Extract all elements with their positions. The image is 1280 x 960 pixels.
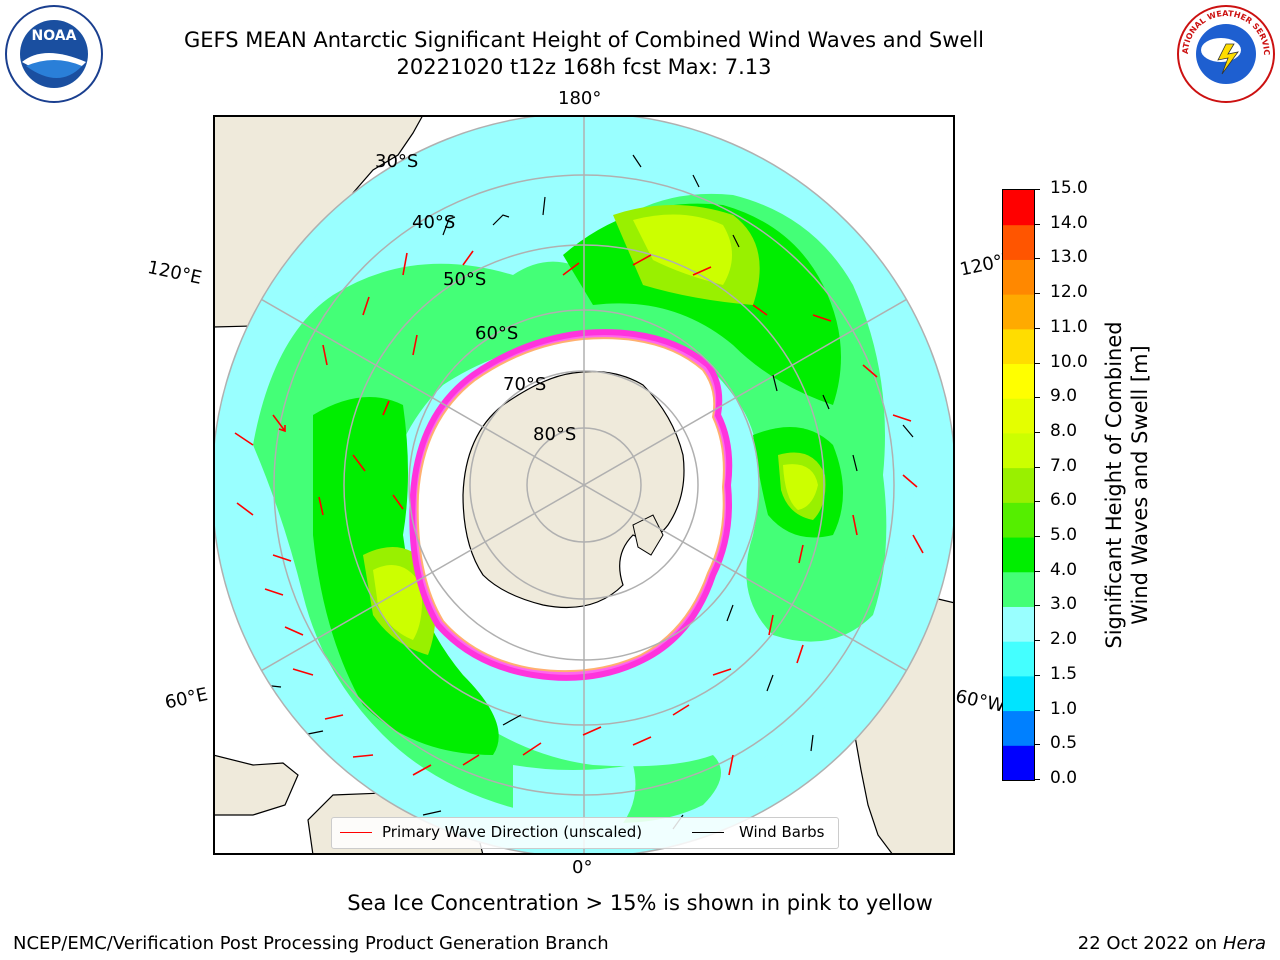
colorbar-tick-mark	[1034, 258, 1040, 260]
colorbar-block	[1003, 467, 1034, 503]
colorbar-tick-label: 10.0	[1050, 351, 1088, 372]
lat-label-30s: 30°S	[375, 151, 419, 172]
colorbar-tick-label: 11.0	[1050, 316, 1088, 337]
colorbar-tick-mark	[1034, 605, 1040, 607]
colorbar-block	[1003, 641, 1034, 677]
colorbar-block	[1003, 571, 1034, 607]
lon-label-120e: 120°E	[145, 257, 204, 289]
colorbar-tick-label: 1.0	[1050, 698, 1078, 719]
colorbar-tick-label: 5.0	[1050, 525, 1078, 546]
polar-map: 30°S 40°S 50°S 60°S 70°S 80°S Primary Wa…	[213, 115, 955, 855]
noaa-logo: NOAA	[4, 4, 104, 104]
colorbar-tick-label: 4.0	[1050, 559, 1078, 580]
lat-label-40s: 40°S	[412, 212, 456, 233]
date-stamp: 22 Oct 2022 on Hera	[1078, 933, 1266, 954]
colorbar-block	[1003, 606, 1034, 642]
colorbar-tick-label: 1.5	[1050, 663, 1078, 684]
colorbar-tick-label: 13.0	[1050, 247, 1088, 268]
colorbar-block	[1003, 398, 1034, 434]
colorbar-block	[1003, 675, 1034, 712]
lon-label-60w: 60°W	[953, 686, 1007, 717]
lat-label-70s: 70°S	[503, 374, 547, 395]
colorbar-tick-label: 2.0	[1050, 629, 1078, 650]
colorbar-block	[1003, 745, 1034, 781]
colorbar-tick-label: 9.0	[1050, 386, 1078, 407]
colorbar-tick-label: 0.0	[1050, 768, 1078, 788]
map-title: GEFS MEAN Antarctic Significant Height o…	[183, 28, 985, 52]
colorbar-tick-mark	[1034, 293, 1040, 295]
noaa-logo-text: NOAA	[32, 28, 77, 44]
map-frame	[213, 115, 955, 855]
legend-wave-swatch	[340, 832, 372, 833]
colorbar-tick-label: 12.0	[1050, 282, 1088, 303]
colorbar-ticks: 0.0 0.5 1.0 1.5 2.0 3.0 4.0 5.0 6.0 7.0 8.0 9.0 10.0…	[1034, 178, 1094, 788]
colorbar-block	[1003, 224, 1034, 260]
lat-label-60s: 60°S	[475, 323, 519, 344]
nws-logo: NATIONAL WEATHER SERVICE	[1173, 0, 1276, 104]
colorbar-tick-mark	[1034, 327, 1040, 329]
machine-name: Hera	[1222, 933, 1266, 954]
antarctica	[409, 329, 733, 681]
colorbar-tick-label: 3.0	[1050, 594, 1078, 615]
colorbar-tick-label: 15.0	[1050, 178, 1088, 198]
colorbar-tick-mark	[1034, 397, 1040, 399]
graticule	[213, 115, 955, 855]
colorbar-tick-label: 0.5	[1050, 733, 1078, 754]
legend-wind-swatch	[692, 832, 724, 833]
colorbar-tick-mark	[1034, 536, 1040, 538]
colorbar-block	[1003, 294, 1034, 330]
credit-text: NCEP/EMC/Verification Post Processing Pr…	[13, 933, 609, 954]
colorbar-block	[1003, 259, 1034, 295]
map-subtitle: 20221020 t12z 168h fcst Max: 7.13	[396, 55, 772, 79]
colorbar-tick-mark	[1034, 362, 1040, 364]
lon-label-0: 0°	[572, 857, 593, 878]
colorbar-tick-label: 6.0	[1050, 490, 1078, 511]
date-text: 22 Oct 2022 on	[1077, 933, 1218, 954]
lat-label-50s: 50°S	[443, 269, 487, 290]
colorbar-tick-mark	[1034, 223, 1040, 225]
colorbar-tick-mark	[1034, 570, 1040, 572]
wind-barbs	[262, 154, 914, 830]
colorbar-tick-mark	[1034, 466, 1040, 468]
colorbar-tick-mark	[1034, 640, 1040, 642]
lon-label-180: 180°	[558, 88, 602, 109]
colorbar-tick-mark	[1034, 709, 1040, 711]
map-legend: Primary Wave Direction (unscaled) Wind B…	[331, 817, 839, 849]
colorbar-block	[1003, 502, 1034, 538]
colorbar-tick-label: 7.0	[1050, 455, 1078, 476]
wave-direction-arrows	[234, 250, 924, 776]
colorbar-block	[1003, 190, 1034, 226]
colorbar-block	[1003, 710, 1034, 746]
colorbar-tick-mark	[1034, 189, 1040, 190]
colorbar-tick-mark	[1034, 501, 1040, 503]
colorbar-label-line1: Significant Height of Combined	[1102, 321, 1126, 649]
colorbar-tick-mark	[1034, 674, 1040, 676]
colorbar-block	[1003, 537, 1034, 573]
colorbar-tick-label: 14.0	[1050, 212, 1088, 233]
colorbar-tick-mark	[1034, 744, 1040, 746]
colorbar-tick-label: 8.0	[1050, 420, 1078, 441]
colorbar-block	[1003, 328, 1034, 365]
colorbar-tick-mark	[1034, 431, 1040, 433]
lat-label-80s: 80°S	[533, 424, 577, 445]
colorbar-label-line2: Wind Waves and Swell [m]	[1128, 345, 1152, 625]
colorbar-block	[1003, 432, 1034, 469]
lon-label-60e: 60°E	[163, 684, 210, 714]
legend-wind-label: Wind Barbs	[739, 823, 825, 841]
colorbar-tick-mark	[1034, 779, 1040, 780]
colorbar	[1002, 189, 1035, 781]
sea-ice-note: Sea Ice Concentration > 15% is shown in …	[347, 891, 933, 915]
legend-wave-label: Primary Wave Direction (unscaled)	[382, 823, 643, 841]
colorbar-block	[1003, 363, 1034, 399]
